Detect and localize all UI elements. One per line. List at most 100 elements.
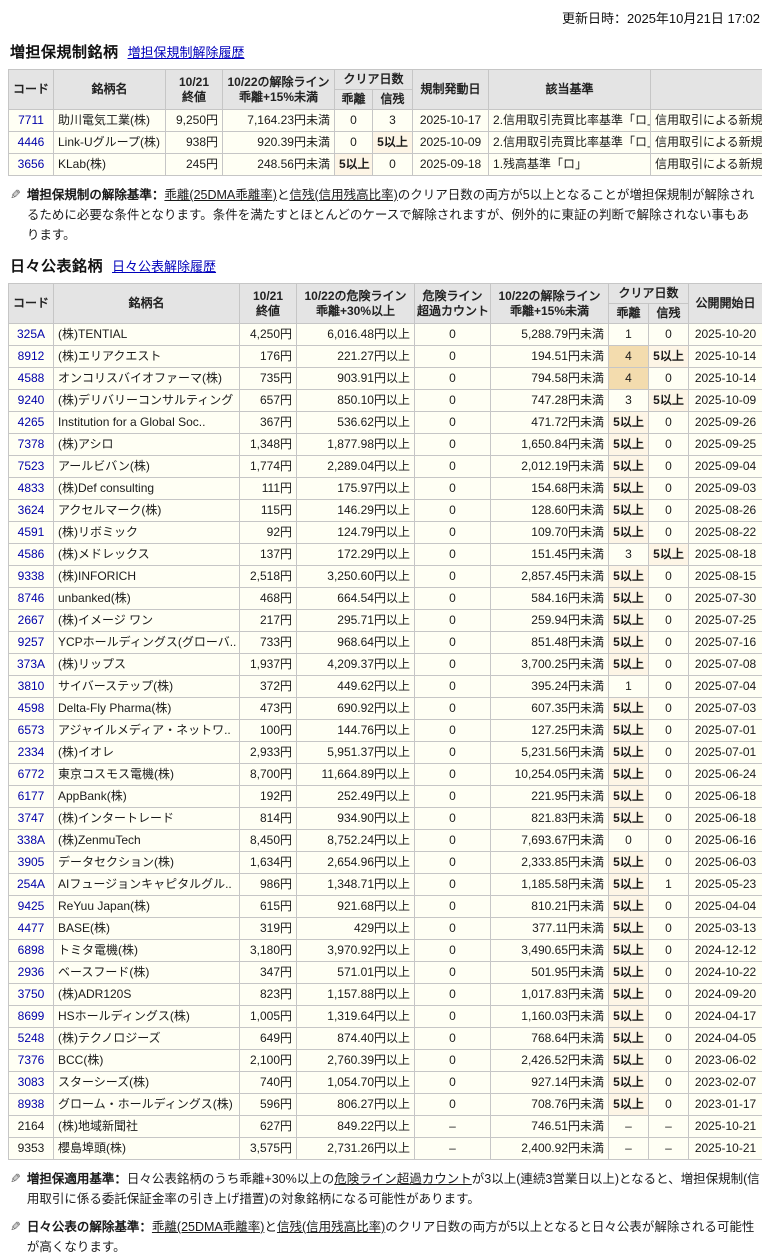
stock-name: BASE(株): [53, 917, 240, 940]
release-line: 10,254.05円未満: [490, 763, 609, 786]
publication-start-date: 2025-07-04: [688, 675, 762, 698]
stock-name: アールビバン(株): [53, 455, 240, 478]
stock-code-link[interactable]: 4477: [8, 917, 54, 940]
stock-code-link[interactable]: 6772: [8, 763, 54, 786]
table-row: 8699 HSホールディングス(株) 1,005円 1,319.64円以上 0 1,160…: [8, 1005, 762, 1028]
danger-over-count: 0: [414, 807, 491, 830]
stock-code-link[interactable]: 373A: [8, 653, 54, 676]
stock-code-link[interactable]: 254A: [8, 873, 54, 896]
release-line: 248.56円未満: [222, 153, 335, 176]
danger-over-count: 0: [414, 565, 491, 588]
danger-line: 934.90円以上: [296, 807, 415, 830]
margin-history-link[interactable]: 増担保規制解除履歴: [127, 45, 245, 60]
stock-code-link[interactable]: 4591: [8, 521, 54, 544]
stock-code-link[interactable]: 9338: [8, 565, 54, 588]
stock-code-link[interactable]: 8746: [8, 587, 54, 610]
table-row: 6898 トミタ電機(株) 3,180円 3,970.92円以上 0 3,490.65円未…: [8, 939, 762, 962]
col-header-trigger-date: 規制発動日: [412, 69, 490, 110]
col-header-name: 銘柄名: [53, 69, 166, 110]
kairi-clear-days: –: [608, 1115, 649, 1138]
stock-code-link[interactable]: 4588: [8, 367, 54, 390]
stock-code-link[interactable]: 4598: [8, 697, 54, 720]
stock-code-link[interactable]: 2936: [8, 961, 54, 984]
stock-code-link[interactable]: 6573: [8, 719, 54, 742]
stock-code-link[interactable]: 8699: [8, 1005, 54, 1028]
publication-start-date: 2025-07-16: [688, 631, 762, 654]
note-paragraph: 増担保適用基準：日々公表銘柄のうち乖離+30%以上の危険ライン超過カウントが3以…: [27, 1169, 760, 1209]
stock-code-link[interactable]: 7523: [8, 455, 54, 478]
stock-code-link[interactable]: 7711: [8, 109, 54, 132]
kairi-clear-days: 5以上: [608, 521, 649, 544]
closing-price: 596円: [239, 1093, 297, 1116]
kairi-clear-days: 5以上: [608, 741, 649, 764]
table-row: 3810 サイバーステップ(株) 372円 449.62円以上 0 395.24円未満 1 0…: [8, 675, 762, 698]
table-row: 7711 助川電気工業(株) 9,250円 7,164.23円未満 0 3 2025-10-…: [8, 109, 762, 132]
danger-line: 252.49円以上: [296, 785, 415, 808]
daily-history-link[interactable]: 日々公表解除履歴: [112, 259, 217, 274]
danger-line: 2,760.39円以上: [296, 1049, 415, 1072]
stock-code-link[interactable]: 5248: [8, 1027, 54, 1050]
shinzan-clear-days: 0: [647, 565, 690, 588]
kairi-clear-days: 5以上: [608, 917, 649, 940]
danger-line: 1,877.98円以上: [296, 433, 415, 456]
publication-start-date: 2025-09-04: [688, 455, 762, 478]
danger-over-count: 0: [414, 631, 491, 654]
stock-code-link[interactable]: 8912: [8, 345, 54, 368]
shinzan-clear-days: –: [647, 1115, 690, 1138]
stock-code-link[interactable]: 338A: [8, 829, 54, 852]
shinzan-clear-days: 0: [647, 675, 690, 698]
stock-code-link[interactable]: 2667: [8, 609, 54, 632]
stock-code-link[interactable]: 3810: [8, 675, 54, 698]
release-line: 1,650.84円未満: [490, 433, 609, 456]
danger-over-count: 0: [414, 323, 491, 346]
stock-code-link[interactable]: 3656: [8, 153, 54, 176]
stock-code-link[interactable]: 3083: [8, 1071, 54, 1094]
daily-disclosure-table: コード 銘柄名 10/21 終値 10/22の危険ライン 乖離+30%以上 危険ライ…: [8, 283, 762, 1160]
danger-over-count: 0: [414, 1049, 491, 1072]
danger-line: 1,157.88円以上: [296, 983, 415, 1006]
stock-code-link[interactable]: 9257: [8, 631, 54, 654]
closing-price: 115円: [239, 499, 297, 522]
stock-code-link[interactable]: 6177: [8, 785, 54, 808]
shinzan-clear-days: 5以上: [647, 389, 690, 412]
shinzan-clear-days: 0: [647, 499, 690, 522]
publication-start-date: 2023-02-07: [688, 1071, 762, 1094]
stock-code-link[interactable]: 4833: [8, 477, 54, 500]
closing-price: 814円: [239, 807, 297, 830]
shinzan-clear-days: 0: [647, 741, 690, 764]
stock-code-link[interactable]: 9240: [8, 389, 54, 412]
table-row: 4586 (株)メドレックス 137円 172.29円以上 0 151.45円未満 3 5以上…: [8, 543, 762, 566]
stock-code-link[interactable]: 3905: [8, 851, 54, 874]
stock-code-link[interactable]: 9425: [8, 895, 54, 918]
danger-over-count: 0: [414, 983, 491, 1006]
stock-code-link[interactable]: 3747: [8, 807, 54, 830]
stock-code-link[interactable]: 4265: [8, 411, 54, 434]
stock-code-link[interactable]: 7378: [8, 433, 54, 456]
shinzan-clear-days: 0: [647, 983, 690, 1006]
note-paragraph: 増担保規制の解除基準：乖離(25DMA乖離率)と信残(信用残高比率)のクリア日数…: [27, 185, 760, 245]
kairi-clear-days: 5以上: [608, 895, 649, 918]
stock-code-link[interactable]: 3624: [8, 499, 54, 522]
stock-code-link[interactable]: 2334: [8, 741, 54, 764]
table-row: 6772 東京コスモス電機(株) 8,700円 11,664.89円以上 0 10,254…: [8, 763, 762, 786]
shinzan-clear-days: 0: [647, 411, 690, 434]
col-header-kairi: 乖離: [334, 89, 373, 110]
closing-price: 8,450円: [239, 829, 297, 852]
stock-code-link[interactable]: 4586: [8, 543, 54, 566]
danger-over-count: 0: [414, 1005, 491, 1028]
stock-name: unbanked(株): [53, 587, 240, 610]
stock-code-link[interactable]: 8938: [8, 1093, 54, 1116]
danger-over-count: 0: [414, 895, 491, 918]
danger-over-count: 0: [414, 1027, 491, 1050]
stock-code-link[interactable]: 6898: [8, 939, 54, 962]
closing-price: 1,634円: [239, 851, 297, 874]
stock-code-link[interactable]: 3750: [8, 983, 54, 1006]
stock-code-link[interactable]: 7376: [8, 1049, 54, 1072]
closing-price: 319円: [239, 917, 297, 940]
stock-code-link[interactable]: 4446: [8, 131, 54, 154]
publication-start-date: 2025-03-13: [688, 917, 762, 940]
stock-name: (株)テクノロジーズ: [53, 1027, 240, 1050]
stock-code-link[interactable]: 325A: [8, 323, 54, 346]
table-row: 4477 BASE(株) 319円 429円以上 0 377.11円未満 5以上 0 2025-…: [8, 917, 762, 940]
